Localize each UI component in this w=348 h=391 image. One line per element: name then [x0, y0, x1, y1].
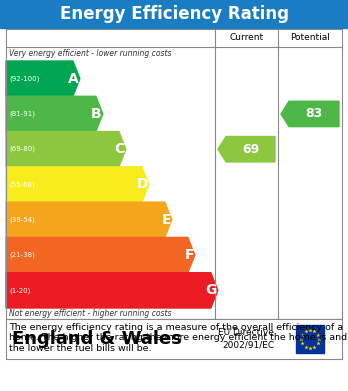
Bar [0, 0, 348, 28]
Polygon shape [218, 136, 275, 162]
Bar [296, 325, 324, 353]
Text: Potential: Potential [290, 34, 330, 43]
Polygon shape [6, 273, 218, 308]
Text: (92-100): (92-100) [9, 75, 39, 82]
Text: D: D [136, 178, 148, 192]
Text: (39-54): (39-54) [9, 217, 35, 223]
Text: Energy Efficiency Rating: Energy Efficiency Rating [60, 5, 288, 23]
Polygon shape [6, 202, 172, 237]
Text: B: B [91, 107, 102, 121]
Polygon shape [6, 96, 103, 131]
Polygon shape [281, 101, 339, 127]
Text: (55-68): (55-68) [9, 181, 35, 188]
Text: G: G [205, 283, 217, 298]
Text: C: C [114, 142, 125, 156]
Text: (69-80): (69-80) [9, 146, 35, 152]
Text: EU Directive
2002/91/EC: EU Directive 2002/91/EC [218, 328, 274, 350]
Text: Very energy efficient - lower running costs: Very energy efficient - lower running co… [9, 49, 172, 58]
Text: Not energy efficient - higher running costs: Not energy efficient - higher running co… [9, 309, 172, 318]
Text: (1-20): (1-20) [9, 287, 30, 294]
Polygon shape [6, 131, 126, 167]
Text: E: E [161, 213, 171, 227]
Text: (21-38): (21-38) [9, 252, 35, 258]
Text: The energy efficiency rating is a measure of the overall efficiency of a home. T: The energy efficiency rating is a measur… [9, 323, 347, 353]
Polygon shape [6, 61, 80, 96]
Bar [6, 319, 342, 359]
Text: 69: 69 [242, 143, 259, 156]
Text: 83: 83 [306, 108, 323, 120]
Text: F: F [184, 248, 194, 262]
Text: (81-91): (81-91) [9, 111, 35, 117]
Text: England & Wales: England & Wales [12, 330, 182, 348]
Text: A: A [68, 72, 79, 86]
Text: Current: Current [229, 34, 263, 43]
Bar [6, 29, 342, 319]
Polygon shape [6, 237, 195, 273]
Polygon shape [6, 167, 149, 202]
